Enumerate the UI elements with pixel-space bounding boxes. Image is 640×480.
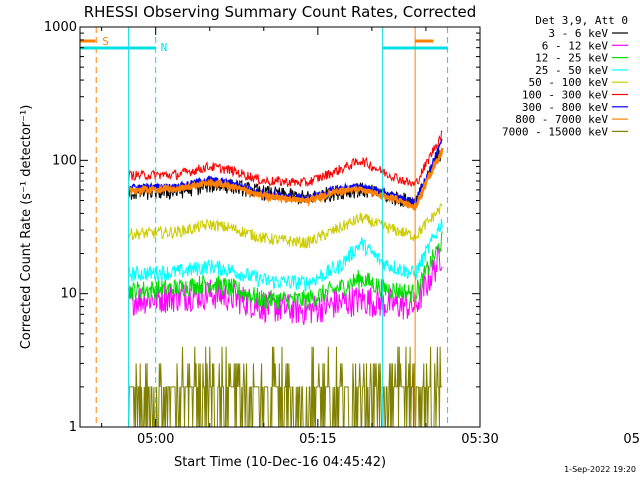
night-label: N [161,41,168,54]
legend-entry-label: 800 - 7000 keV [515,113,608,126]
legend-header: Det 3,9, Att 0 [535,14,628,27]
chart-title: RHESSI Observing Summary Count Rates, Co… [84,3,477,21]
x-tick-label: 05:45 [623,432,640,447]
legend-entry-label: 100 - 300 keV [522,89,608,102]
plot-frame [79,26,481,428]
legend-entry-label: 25 - 50 keV [535,64,608,77]
legend-entry-label: 50 - 100 keV [529,76,609,89]
legend-entry-label: 3 - 6 keV [548,27,608,40]
y-tick-label: 100 [52,153,77,168]
series-line-12-25-kev [128,231,443,310]
x-axis-label: Start Time (10-Dec-16 04:45:42) [174,455,386,470]
legend-entry-label: 7000 - 15000 keV [502,125,608,138]
data-layer [127,130,444,428]
series-line-50-100-kev [128,202,443,249]
series-line-7000-15000-kev [128,346,443,428]
y-tick-label: 1 [69,420,77,435]
legend-entry-label: 12 - 25 keV [535,52,608,65]
timestamp: 1-Sep-2022 19:20 [564,465,636,474]
legend-entry-label: 6 - 12 keV [542,39,609,52]
y-tick-label: 1000 [44,20,77,35]
series-line-6-12-kev [128,246,443,325]
series-line-100-300-kev [128,130,443,188]
legend-entry-label: 300 - 800 keV [522,101,608,114]
x-tick-label: 05:15 [299,432,336,447]
y-axis-label: Corrected Count Rate (s⁻¹ detector⁻¹) [19,105,34,350]
x-tick-label: 05:30 [461,432,498,447]
series-line-800-7000-kev [127,147,444,212]
y-tick-label: 10 [60,287,77,302]
x-tick-label: 05:00 [137,432,174,447]
saa-label: S [102,35,109,48]
series-line-25-50-kev [128,218,443,292]
